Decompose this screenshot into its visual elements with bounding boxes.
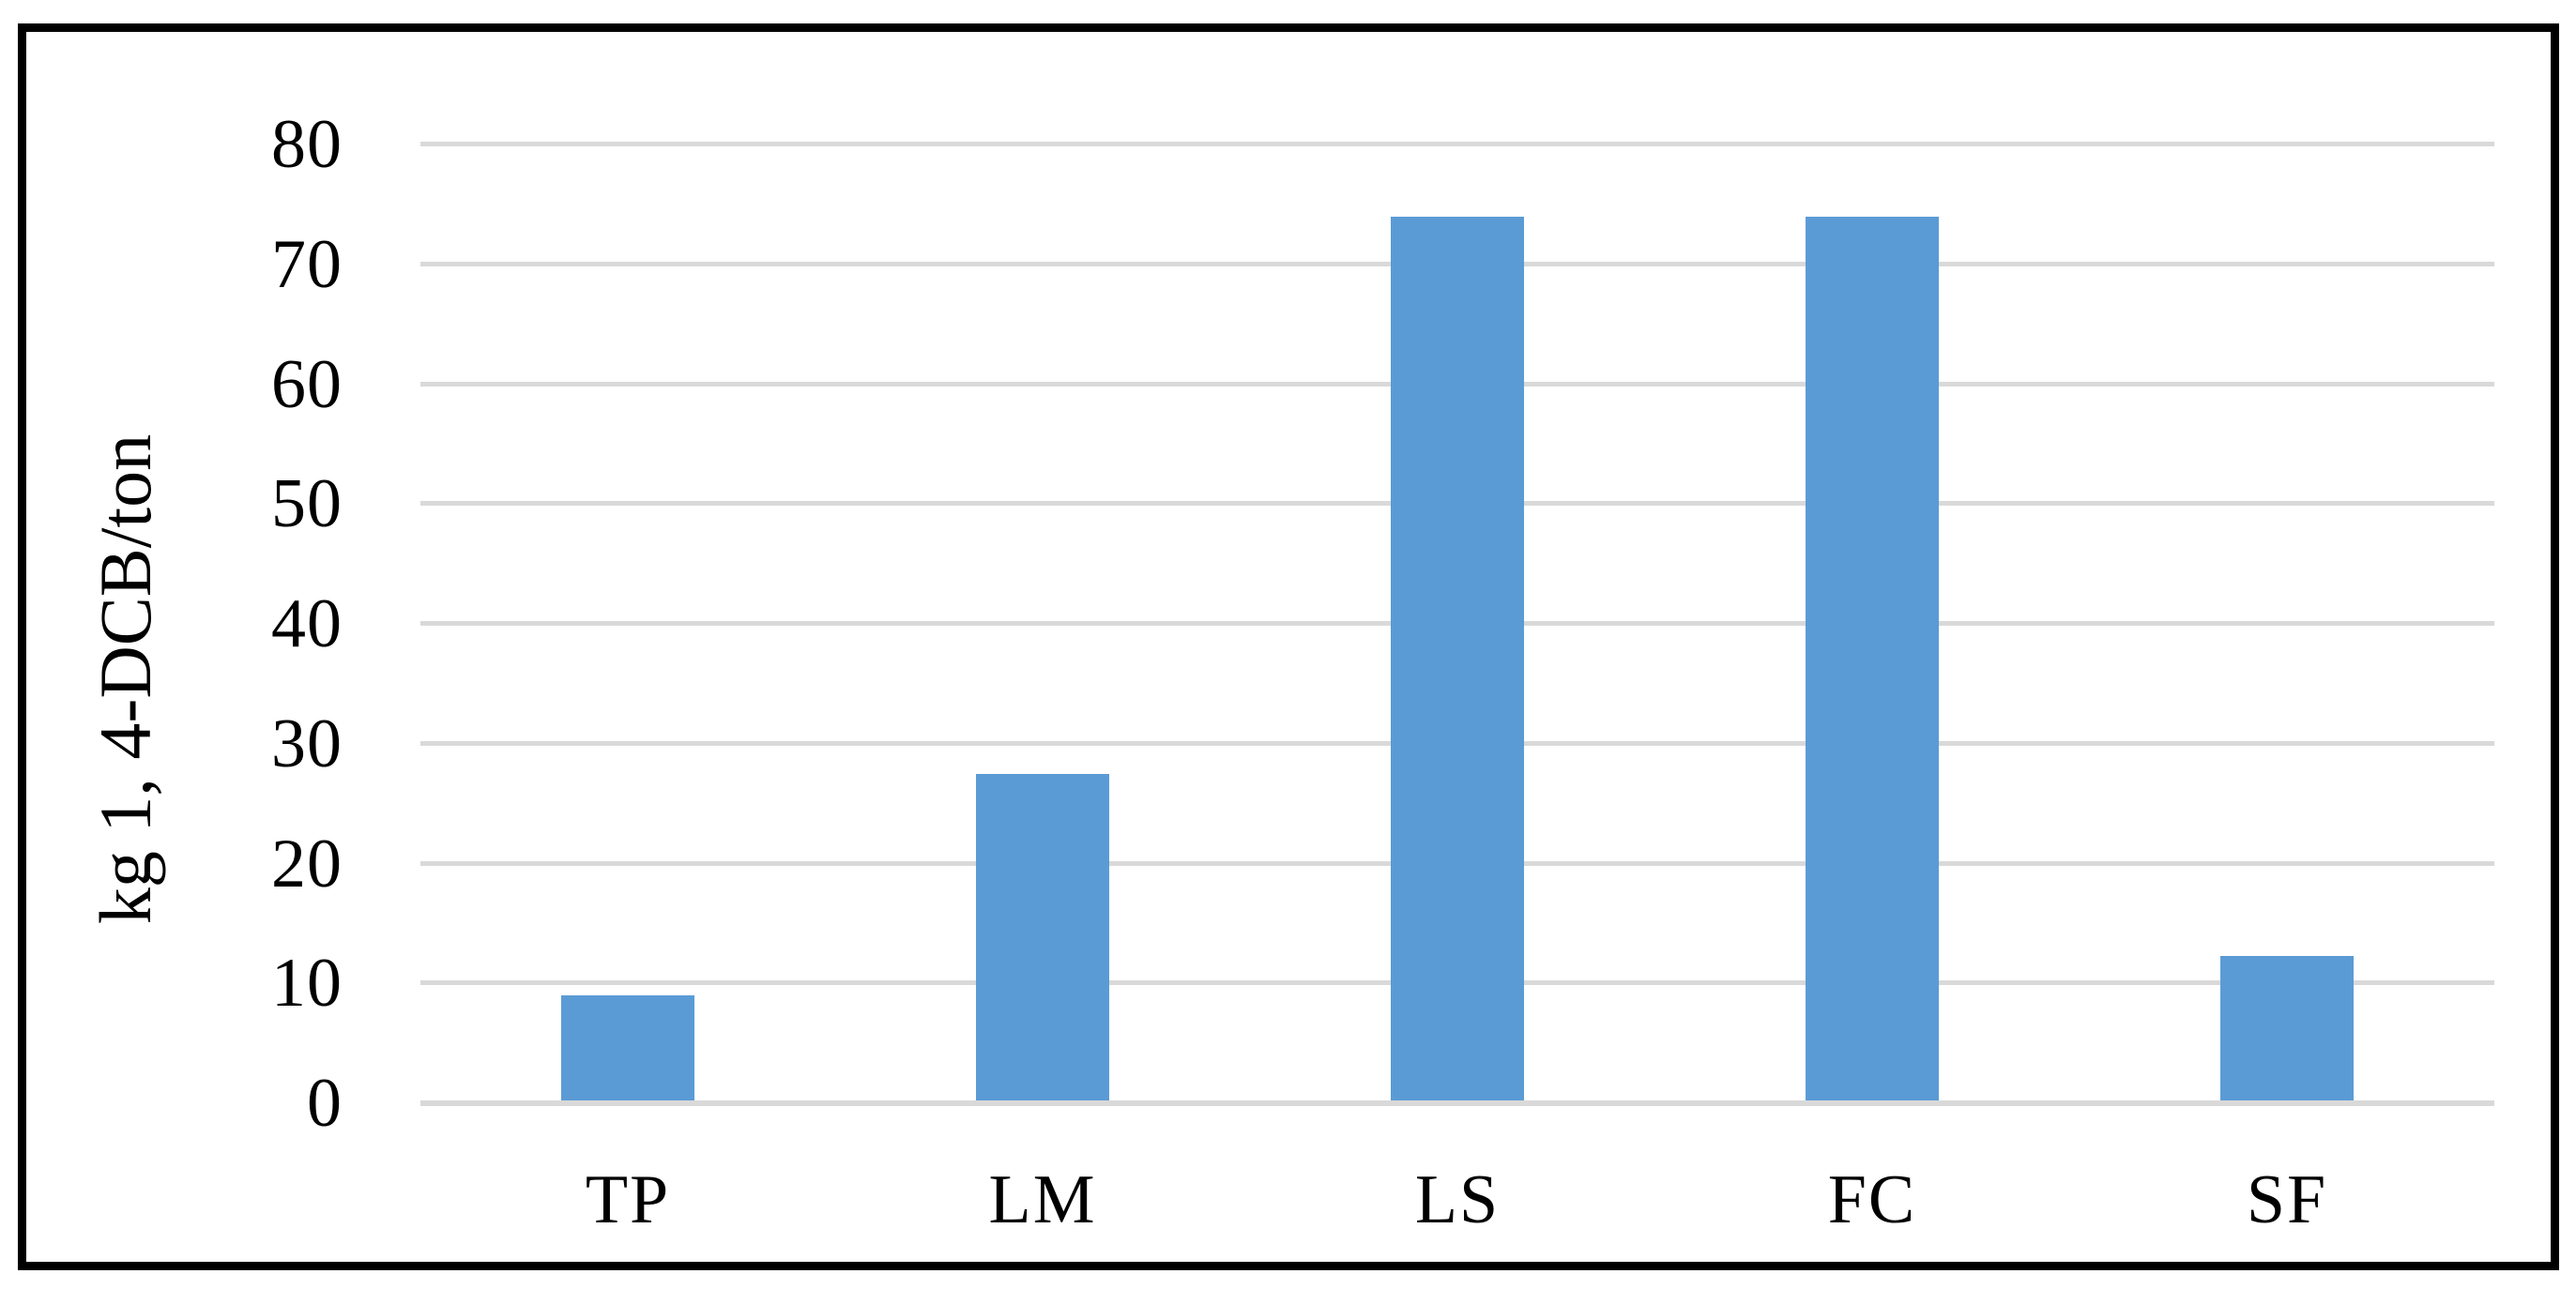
x-category-label: LS: [1414, 1161, 1501, 1238]
plot-area: [420, 142, 2494, 1106]
x-category-label: FC: [1827, 1161, 1917, 1238]
gridline: [420, 142, 2494, 146]
bar-ls: [1391, 216, 1524, 1100]
y-tick-label: 80: [271, 106, 343, 183]
y-tick-label: 30: [271, 705, 343, 782]
chart-border: kg 1, 4-DCB/ton 0 10 20 30 40 50 60 70 80 TP LM LS…: [18, 23, 2559, 1270]
bar-lm: [976, 773, 1109, 1100]
x-category-label: LM: [988, 1161, 1097, 1238]
y-tick-label: 10: [271, 945, 343, 1023]
bar-tp: [561, 995, 694, 1100]
y-tick-label: 20: [271, 825, 343, 902]
y-tick-label: 40: [271, 585, 343, 662]
bar-fc: [1806, 216, 1939, 1100]
y-tick-label: 60: [271, 345, 343, 423]
y-tick-label: 50: [271, 465, 343, 543]
y-tick-label: 70: [271, 225, 343, 303]
y-tick-label: 0: [307, 1065, 343, 1142]
gridline: [420, 1100, 2494, 1106]
bar-sf: [2220, 955, 2354, 1100]
x-category-label: TP: [585, 1161, 671, 1238]
x-category-label: SF: [2246, 1161, 2328, 1238]
